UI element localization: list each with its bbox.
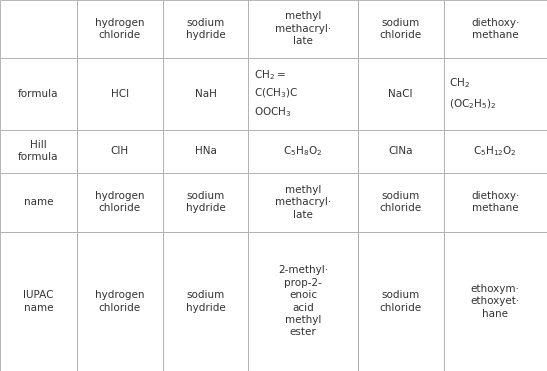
Text: $\mathregular{CH_2}$: $\mathregular{CH_2}$ <box>449 76 470 90</box>
Text: sodium
chloride: sodium chloride <box>380 290 422 313</box>
Text: hydrogen
chloride: hydrogen chloride <box>95 191 144 213</box>
Text: sodium
hydride: sodium hydride <box>185 191 225 213</box>
Text: methyl
methacryl·
late: methyl methacryl· late <box>275 12 331 46</box>
Text: IUPAC
name: IUPAC name <box>23 290 54 313</box>
Text: $\mathregular{(OC_2H_5)_2}$: $\mathregular{(OC_2H_5)_2}$ <box>449 98 496 111</box>
Bar <box>248 232 358 371</box>
Text: ClNa: ClNa <box>388 146 413 156</box>
Text: sodium
hydride: sodium hydride <box>185 290 225 313</box>
Text: $\mathregular{CH_2{=}}$: $\mathregular{CH_2{=}}$ <box>254 69 286 82</box>
Bar <box>77 232 162 371</box>
Bar <box>77 130 162 173</box>
Bar <box>358 58 444 130</box>
Text: NaH: NaH <box>195 89 217 99</box>
Bar <box>358 0 444 58</box>
Bar <box>248 173 358 232</box>
Bar <box>248 0 358 58</box>
Bar <box>0 173 77 232</box>
Text: sodium
hydride: sodium hydride <box>185 17 225 40</box>
Bar <box>0 58 77 130</box>
Text: Hill
formula: Hill formula <box>18 140 59 162</box>
Text: diethoxy·
methane: diethoxy· methane <box>471 191 520 213</box>
Bar <box>444 58 547 130</box>
Bar <box>0 232 77 371</box>
Bar <box>162 232 248 371</box>
Text: $\mathregular{C_5H_{12}O_2}$: $\mathregular{C_5H_{12}O_2}$ <box>473 144 517 158</box>
Text: hydrogen
chloride: hydrogen chloride <box>95 290 144 313</box>
Bar <box>162 58 248 130</box>
Bar <box>444 232 547 371</box>
Bar <box>358 130 444 173</box>
Text: 2-methyl·
prop-2-
enoic
acid
methyl
ester: 2-methyl· prop-2- enoic acid methyl este… <box>278 265 328 338</box>
Bar <box>444 130 547 173</box>
Bar <box>162 173 248 232</box>
Bar <box>77 0 162 58</box>
Text: formula: formula <box>18 89 59 99</box>
Bar <box>0 130 77 173</box>
Text: sodium
chloride: sodium chloride <box>380 17 422 40</box>
Text: diethoxy·
methane: diethoxy· methane <box>471 17 520 40</box>
Text: hydrogen
chloride: hydrogen chloride <box>95 17 144 40</box>
Bar <box>444 0 547 58</box>
Text: HNa: HNa <box>195 146 217 156</box>
Text: $\mathregular{C(CH_3)C}$: $\mathregular{C(CH_3)C}$ <box>254 87 298 101</box>
Text: ethoxym·
ethoxyet·
hane: ethoxym· ethoxyet· hane <box>470 284 520 319</box>
Bar <box>0 0 77 58</box>
Bar <box>248 130 358 173</box>
Text: name: name <box>24 197 53 207</box>
Bar <box>77 58 162 130</box>
Bar <box>77 173 162 232</box>
Text: NaCl: NaCl <box>388 89 413 99</box>
Text: ClH: ClH <box>110 146 129 156</box>
Bar <box>162 0 248 58</box>
Text: sodium
chloride: sodium chloride <box>380 191 422 213</box>
Text: $\mathregular{C_5H_8O_2}$: $\mathregular{C_5H_8O_2}$ <box>283 144 323 158</box>
Bar <box>248 58 358 130</box>
Bar <box>358 173 444 232</box>
Text: methyl
methacryl·
late: methyl methacryl· late <box>275 185 331 220</box>
Bar <box>162 130 248 173</box>
Bar <box>444 173 547 232</box>
Text: HCl: HCl <box>110 89 129 99</box>
Text: $\mathregular{OOCH_3}$: $\mathregular{OOCH_3}$ <box>254 105 292 119</box>
Bar <box>358 232 444 371</box>
